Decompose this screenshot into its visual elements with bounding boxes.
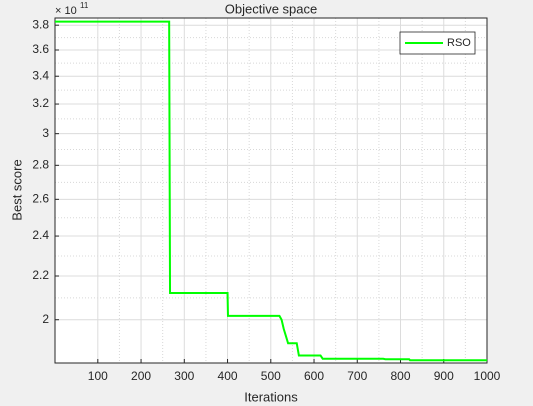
x-tick-label: 600 bbox=[304, 369, 324, 383]
y-tick-label: 3.2 bbox=[32, 96, 49, 110]
x-tick-label: 400 bbox=[218, 369, 238, 383]
x-tick-label: 800 bbox=[390, 369, 410, 383]
y-tick-label: 2 bbox=[42, 312, 49, 326]
x-tick-label: 1000 bbox=[474, 369, 501, 383]
x-tick-label: 500 bbox=[261, 369, 281, 383]
x-tick-label: 300 bbox=[174, 369, 194, 383]
legend-label: RSO bbox=[447, 37, 471, 49]
y-axis-label: Best score bbox=[9, 159, 24, 220]
y-tick-label: 3.8 bbox=[32, 17, 49, 31]
y-exponent: 11 bbox=[80, 1, 89, 10]
y-tick-label: 2.6 bbox=[32, 192, 49, 206]
y-tick-label: 3.6 bbox=[32, 42, 49, 56]
y-tick-label: 2.2 bbox=[32, 268, 49, 282]
y-tick-label: 2.8 bbox=[32, 157, 49, 171]
data-line bbox=[55, 20, 487, 362]
x-axis-label: Iterations bbox=[244, 389, 298, 404]
axes-box bbox=[54, 17, 488, 364]
x-tick-label: 900 bbox=[434, 369, 454, 383]
x-tick-label: 200 bbox=[131, 369, 151, 383]
y-exponent-base: × 10 bbox=[55, 5, 77, 17]
y-tick-label: 3.4 bbox=[32, 68, 49, 82]
y-tick-label: 3 bbox=[42, 126, 49, 140]
chart-title: Objective space bbox=[225, 1, 318, 16]
x-tick-label: 100 bbox=[88, 369, 108, 383]
x-tick-label: 700 bbox=[347, 369, 367, 383]
y-tick-label: 2.4 bbox=[32, 228, 49, 242]
